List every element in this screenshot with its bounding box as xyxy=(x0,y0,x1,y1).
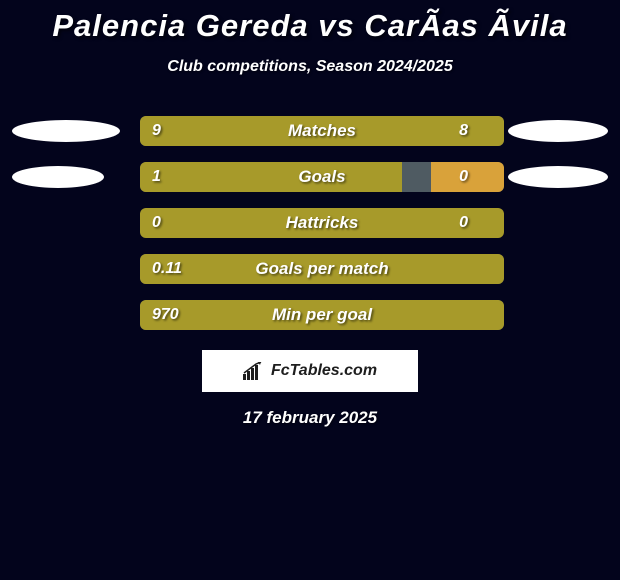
logo-text: FcTables.com xyxy=(271,362,377,380)
subtitle: Club competitions, Season 2024/2025 xyxy=(0,58,620,76)
bar-left xyxy=(140,300,504,330)
player-right-ellipse xyxy=(508,166,608,188)
bar-track xyxy=(140,300,504,330)
date-label: 17 february 2025 xyxy=(0,408,620,428)
player-left-ellipse xyxy=(12,120,120,142)
bar-track xyxy=(140,162,504,192)
chart-row: Goals10 xyxy=(12,162,608,192)
chart-row: Goals per match0.11 xyxy=(12,254,608,284)
comparison-chart: Matches98 Goals10 Hattricks00 Goals per … xyxy=(0,116,620,330)
bar-left xyxy=(140,162,402,192)
chart-row: Hattricks00 xyxy=(12,208,608,238)
bar-right xyxy=(431,162,504,192)
bar-chart-icon xyxy=(243,362,265,380)
chart-row: Min per goal970 xyxy=(12,300,608,330)
chart-row: Matches98 xyxy=(12,116,608,146)
player-left-ellipse xyxy=(12,166,104,188)
bar-track xyxy=(140,254,504,284)
page-title: Palencia Gereda vs CarÃ­as Ãvila xyxy=(0,0,620,44)
bar-track xyxy=(140,208,504,238)
fctables-logo[interactable]: FcTables.com xyxy=(202,350,418,392)
bar-right xyxy=(333,116,504,146)
bar-track xyxy=(140,116,504,146)
bar-left xyxy=(140,116,333,146)
bar-left xyxy=(140,254,504,284)
player-right-ellipse xyxy=(508,120,608,142)
